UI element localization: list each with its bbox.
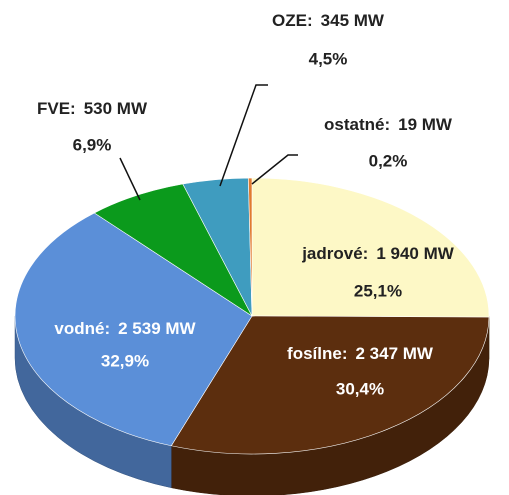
share-label: 6,9% [73,135,112,154]
share-label: 30,4% [336,379,384,398]
value-label: 530 MW [84,99,148,118]
value-label: 2 539 MW [118,319,196,338]
category-label: jadrové: [301,244,368,263]
slice-label: ostatné: 19 MW [324,115,453,134]
slice-label: jadrové: 1 940 MW [301,244,455,263]
slice [248,177,253,317]
slice-label: FVE: 530 MW [37,99,148,118]
leader-line [119,157,141,201]
category-label: fosílne: [287,344,347,363]
value-label: 2 347 MW [355,344,433,363]
value-label: 19 MW [398,115,453,134]
slice-label: OZE: 345 MW [272,11,385,30]
category-label: FVE: [37,99,76,118]
share-label: 32,9% [101,351,149,370]
slice [251,177,490,318]
leader-line [251,154,298,185]
slice-label: fosílne: 2 347 MW [287,344,434,363]
value-label: 345 MW [321,11,385,30]
value-label: 1 940 MW [376,244,454,263]
slice-label: vodné: 2 539 MW [54,319,196,338]
share-label: 25,1% [354,281,402,300]
share-label: 0,2% [369,151,408,170]
category-label: vodné: [54,319,110,338]
slice [14,212,253,447]
slice [170,315,490,455]
leader-line [219,84,268,187]
share-label: 4,5% [309,49,348,68]
category-label: ostatné: [324,115,390,134]
category-label: OZE: [272,11,313,30]
